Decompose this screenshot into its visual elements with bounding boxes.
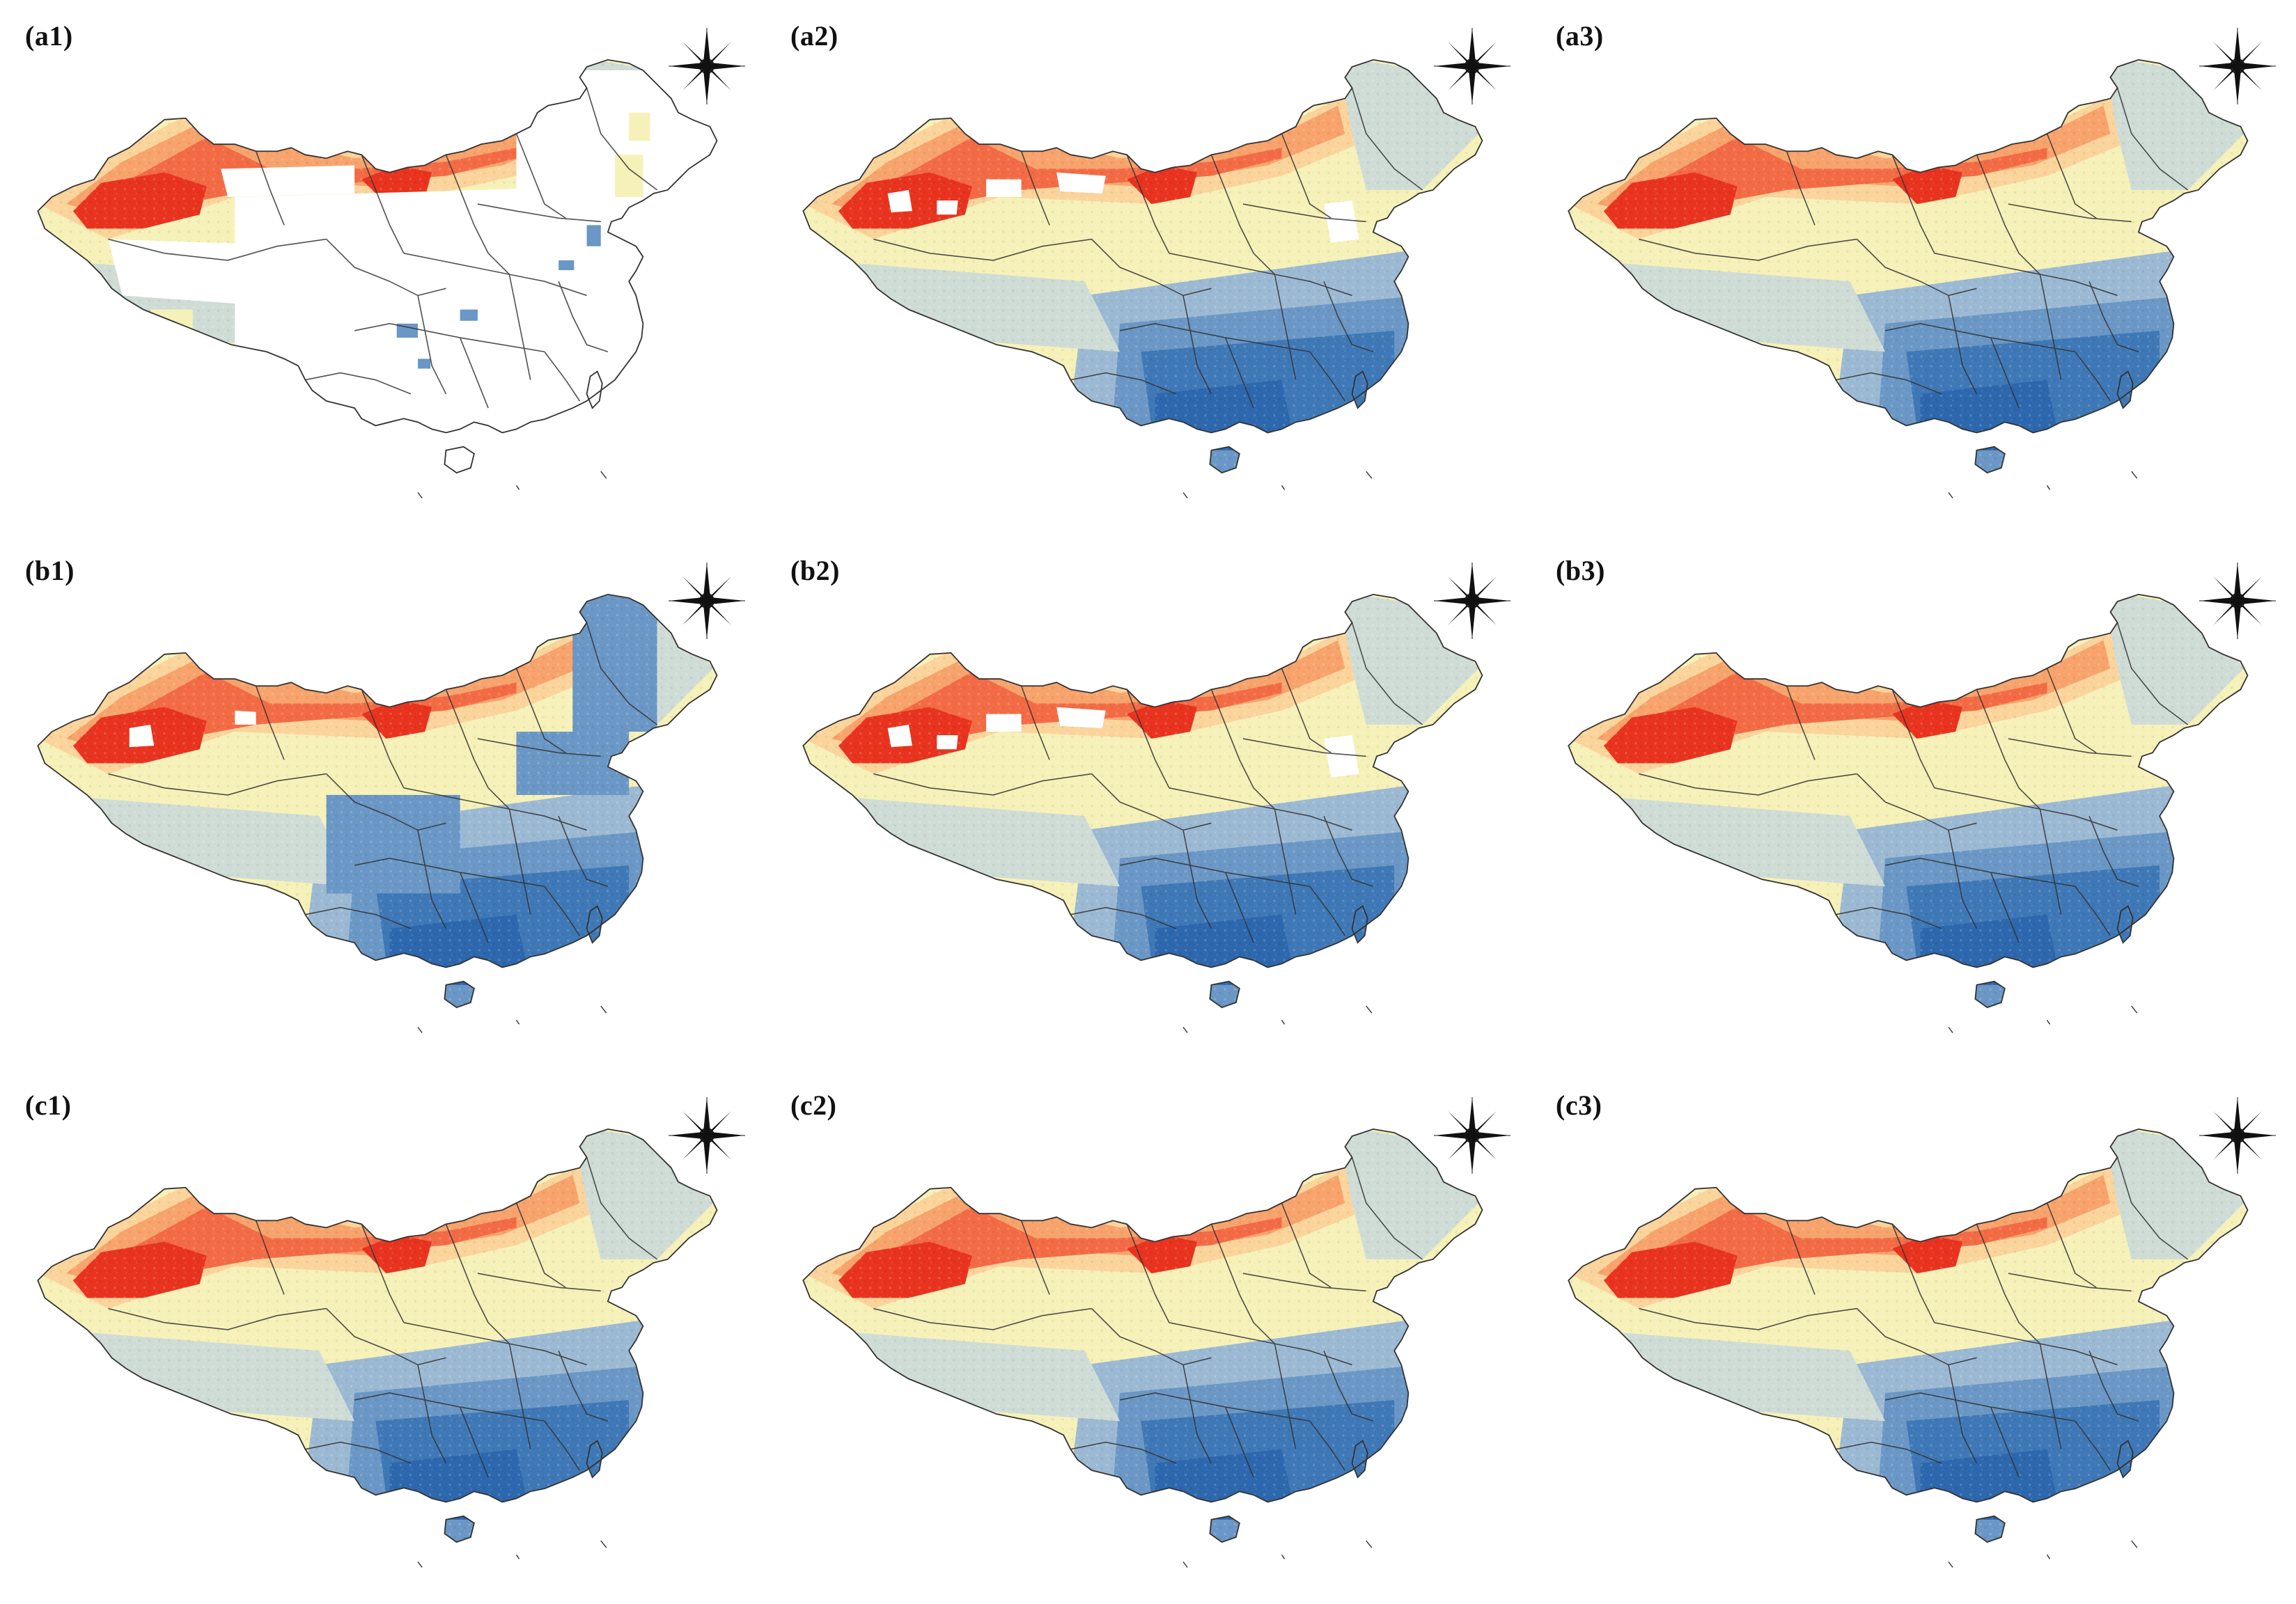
panel-label: (b3): [1556, 555, 1605, 586]
panel-label: (c1): [25, 1090, 72, 1121]
missing-data: [887, 189, 912, 213]
map-fill-layer: [38, 594, 717, 1008]
compass-icon: [669, 1097, 745, 1174]
compass-icon: [669, 28, 745, 104]
data-patch: [586, 225, 601, 246]
map-fill-layer: [1568, 1129, 2248, 1543]
map-panel-a1: (a1): [0, 0, 765, 535]
compass-icon: [2199, 28, 2276, 104]
data-patch: [559, 260, 575, 271]
map-fill-layer: [803, 59, 1483, 473]
raster-texture: [1568, 1129, 2248, 1543]
china-map: [802, 593, 1483, 1033]
panel-label: (b1): [25, 555, 75, 586]
map-fill-layer: [1568, 594, 2248, 1008]
map-panel-a2: (a2): [765, 0, 1531, 535]
missing-data: [221, 165, 355, 197]
panel-label: (b2): [790, 555, 840, 586]
china-map: [1568, 593, 2249, 1033]
compass-icon: [2199, 563, 2276, 639]
panel-label: (a2): [790, 20, 838, 52]
raster-texture: [803, 59, 1483, 473]
china-map: [37, 593, 718, 1033]
raster-texture: [38, 1129, 717, 1543]
missing-data: [235, 182, 717, 473]
china-map: [1568, 1128, 2249, 1568]
raster-texture: [1568, 594, 2248, 1008]
south-china-sea-islands: [1948, 471, 2138, 498]
panel-label: (c2): [790, 1090, 837, 1121]
compass-icon: [2199, 1097, 2276, 1174]
china-map: [1568, 58, 2249, 498]
missing-data: [1324, 735, 1359, 778]
map-fill-layer: [38, 1129, 717, 1543]
data-patch: [396, 323, 419, 338]
panel-label: (a3): [1556, 20, 1604, 52]
raster-texture: [803, 594, 1483, 1008]
map-panel-c3: (c3): [1531, 1069, 2296, 1604]
missing-data: [108, 239, 320, 310]
map-fill-layer: [803, 1129, 1483, 1543]
south-china-sea-islands: [1948, 1005, 2138, 1033]
data-patch: [418, 359, 431, 369]
missing-data: [887, 724, 912, 748]
raster-texture: [803, 1129, 1483, 1543]
compass-icon: [1434, 1097, 1510, 1174]
raster-texture: [38, 594, 717, 1008]
map-panel-b2: (b2): [765, 535, 1531, 1069]
missing-data: [986, 179, 1022, 197]
south-china-sea-islands: [1182, 1540, 1373, 1568]
map-panel-b3: (b3): [1531, 535, 2296, 1069]
compass-icon: [1434, 563, 1510, 639]
china-map: [802, 1128, 1483, 1568]
map-fill-layer: [1568, 59, 2248, 473]
south-china-sea-islands: [1948, 1540, 2138, 1568]
missing-data: [986, 714, 1022, 732]
data-patch: [629, 112, 650, 141]
south-china-sea-islands: [1182, 1005, 1373, 1033]
map-fill-layer: [38, 59, 717, 473]
panel-label: (a1): [25, 20, 73, 52]
data-patch: [94, 323, 123, 338]
map-panel-a3: (a3): [1531, 0, 2296, 535]
missing-data: [129, 724, 155, 748]
map-fill-layer: [803, 594, 1483, 1008]
data-patch: [460, 309, 478, 321]
south-china-sea-islands: [1182, 471, 1373, 498]
missing-data: [937, 735, 958, 750]
china-map: [802, 58, 1483, 498]
south-china-sea-islands: [417, 471, 607, 498]
map-panel-c1: (c1): [0, 1069, 765, 1604]
compass-icon: [1434, 28, 1510, 104]
china-map: [37, 58, 718, 498]
missing-data: [235, 710, 256, 725]
china-map: [37, 1128, 718, 1568]
missing-data: [1056, 172, 1106, 194]
data-patch: [150, 309, 193, 331]
south-china-sea-islands: [417, 1005, 607, 1033]
map-panel-b1: (b1): [0, 535, 765, 1069]
south-china-sea-islands: [417, 1540, 607, 1568]
missing-data: [937, 200, 958, 215]
missing-data: [1324, 200, 1359, 243]
map-panel-c2: (c2): [765, 1069, 1531, 1604]
compass-icon: [669, 563, 745, 639]
missing-data: [1056, 707, 1106, 728]
panel-label: (c3): [1556, 1090, 1602, 1121]
raster-texture: [1568, 59, 2248, 473]
